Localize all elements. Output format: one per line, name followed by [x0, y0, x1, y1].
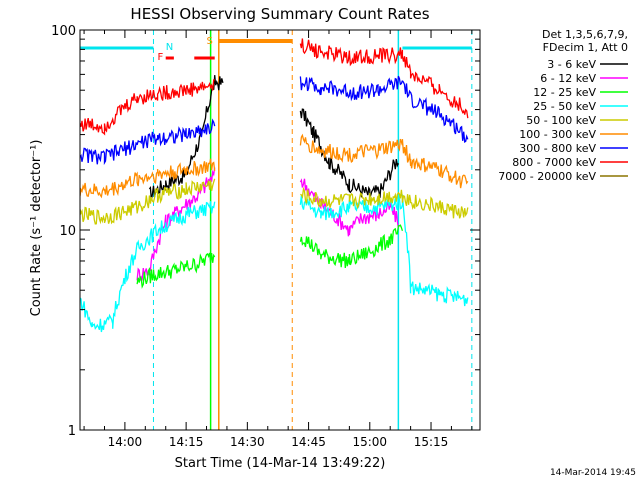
x-tick-label: 14:15: [169, 435, 204, 449]
x-axis-label: Start Time (14-Mar-14 13:49:22): [175, 456, 386, 471]
legend-label: 6 - 12 keV: [540, 72, 596, 85]
x-tick-label: 14:30: [230, 435, 265, 449]
legend-label: 800 - 7000 keV: [512, 156, 596, 169]
y-tick-label: 100: [51, 24, 76, 39]
plot-area: NF S: [80, 30, 473, 430]
legend-label: 300 - 800 keV: [519, 142, 596, 155]
x-tick-label: 14:00: [108, 435, 143, 449]
series-line: [80, 38, 469, 136]
x-tick-label: 15:15: [414, 435, 449, 449]
series-line: [80, 194, 469, 333]
x-tick-label: 15:00: [352, 435, 387, 449]
flag-s: S: [207, 36, 213, 47]
y-tick-label: 10: [59, 224, 76, 239]
legend-label: 3 - 6 keV: [547, 58, 596, 71]
series-line: [80, 133, 469, 199]
legend-header: Det 1,3,5,6,7,9,: [542, 28, 628, 41]
axes: 14:00 14:15 14:30 14:45 15:00 15:15 1 10 100: [51, 24, 481, 449]
legend-label: 100 - 300 keV: [519, 128, 596, 141]
y-axis-label: Count Rate (s⁻¹ detector⁻¹): [29, 140, 44, 317]
flag-f: F: [158, 52, 164, 63]
legend-header: FDecim 1, Att 0: [543, 41, 628, 54]
legend-label: 50 - 100 keV: [526, 114, 596, 127]
series-line: [80, 178, 469, 225]
y-tick-label: 1: [68, 424, 76, 439]
x-tick-label: 14:45: [291, 435, 326, 449]
legend-label: 25 - 50 keV: [533, 100, 596, 113]
generated-timestamp: 14-Mar-2014 19:45: [550, 468, 636, 478]
legend: Det 1,3,5,6,7,9,FDecim 1, Att 0 3 - 6 keV…: [498, 28, 628, 183]
legend-label: 12 - 25 keV: [533, 86, 596, 99]
flag-n: N: [166, 42, 173, 53]
legend-label: 7000 - 20000 keV: [498, 170, 596, 183]
chart-title: HESSI Observing Summary Count Rates: [130, 5, 429, 23]
plot-frame: [79, 29, 481, 431]
series-line: [80, 75, 469, 166]
series-line: [136, 224, 404, 289]
